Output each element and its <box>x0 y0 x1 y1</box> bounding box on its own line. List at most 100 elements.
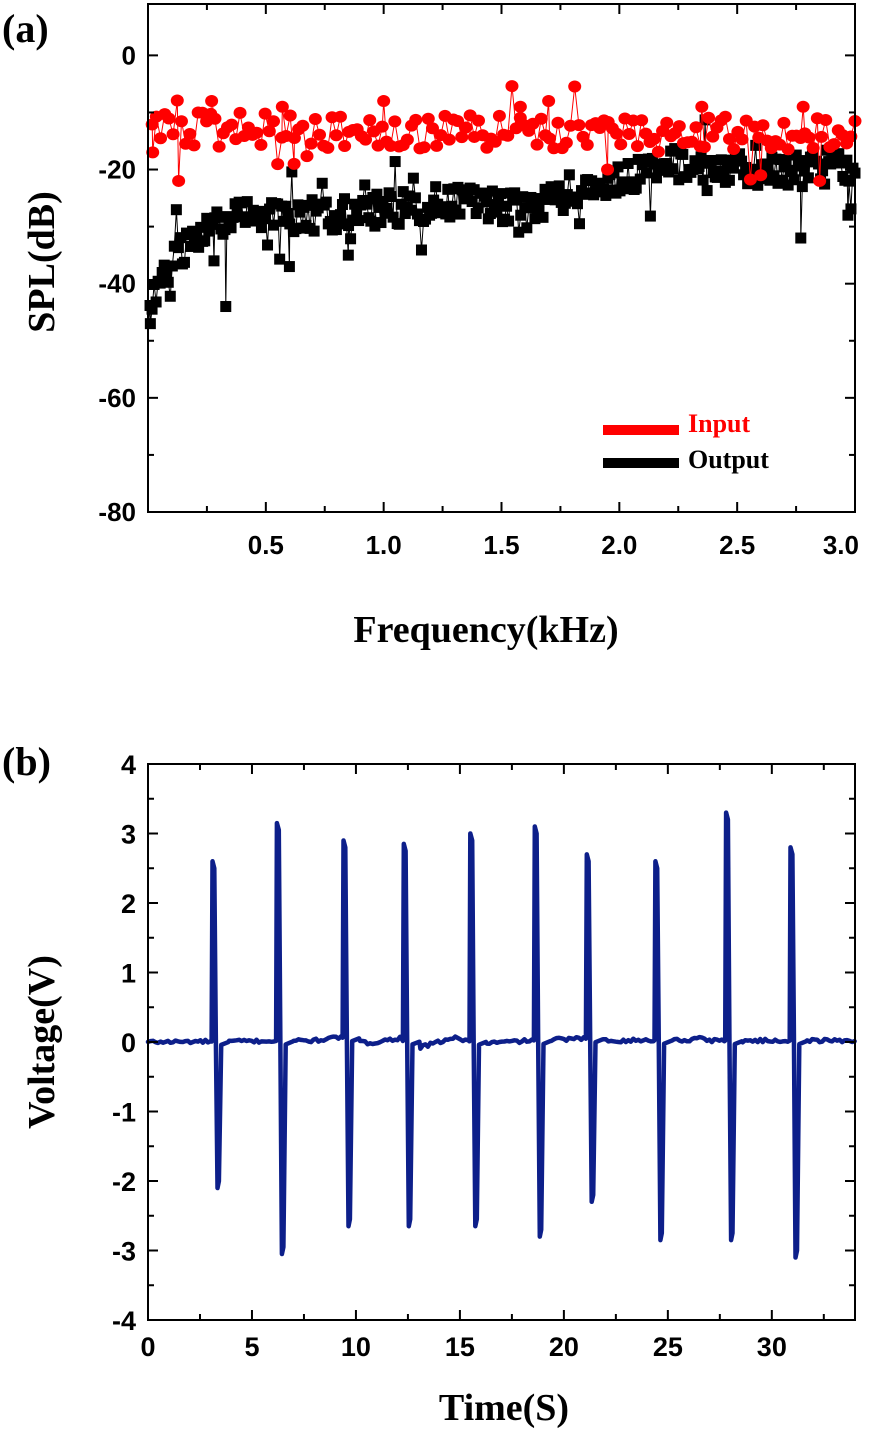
data-point-output <box>361 198 373 210</box>
data-point-input <box>208 112 222 125</box>
data-point-input <box>183 128 197 141</box>
data-point-input <box>689 121 703 134</box>
data-point-output <box>586 175 598 187</box>
data-point-input <box>777 116 791 129</box>
legend-label-output: Output <box>688 445 769 474</box>
data-point-output <box>422 201 434 213</box>
data-point-output <box>786 164 798 176</box>
data-point-output <box>667 163 679 175</box>
y-tick-label-b: -1 <box>112 1098 136 1128</box>
data-point-output <box>734 148 746 160</box>
x-tick-label-a: 3.0 <box>823 530 859 560</box>
data-point-output <box>796 181 808 193</box>
data-point-input <box>672 120 686 133</box>
data-point-output <box>723 174 735 186</box>
data-point-output <box>557 204 569 216</box>
data-point-output <box>673 174 685 186</box>
data-point-output <box>154 277 166 289</box>
data-point-output <box>268 219 280 231</box>
data-point-output <box>661 158 673 170</box>
data-point-output <box>509 187 521 199</box>
data-point-input <box>271 158 285 171</box>
data-point-input <box>187 139 201 152</box>
y-tick-label-a: -80 <box>98 497 136 527</box>
data-point-input <box>313 128 327 141</box>
data-point-output <box>774 154 786 166</box>
data-point-input <box>262 125 276 138</box>
data-point-output <box>302 199 314 211</box>
data-point-input <box>815 130 829 143</box>
data-point-output <box>393 218 405 230</box>
data-point-input <box>308 112 322 125</box>
data-point-output <box>444 211 456 223</box>
data-point-output <box>480 196 492 208</box>
data-point-output <box>432 198 444 210</box>
data-point-output <box>219 224 231 236</box>
data-point-input <box>212 140 226 153</box>
data-point-output <box>533 202 545 214</box>
data-point-output <box>466 196 478 208</box>
data-point-input <box>421 112 435 125</box>
data-point-output <box>316 177 328 189</box>
x-tick-label-a: 0.5 <box>248 530 284 560</box>
data-point-output <box>618 176 630 188</box>
data-point-input <box>459 121 473 134</box>
data-point-input <box>530 138 544 151</box>
data-point-output <box>237 211 249 223</box>
data-point-output <box>290 223 302 235</box>
data-point-output <box>278 215 290 227</box>
data-point-output <box>283 261 295 273</box>
data-point-output <box>790 149 802 161</box>
data-point-output <box>492 196 504 208</box>
data-point-output <box>798 165 810 177</box>
data-point-output <box>833 148 845 160</box>
data-point-output <box>249 215 261 227</box>
data-point-output <box>594 177 606 189</box>
data-point-output <box>415 244 427 256</box>
data-point-output <box>334 209 346 221</box>
data-point-output <box>286 166 298 178</box>
data-point-output <box>191 230 203 242</box>
data-point-output <box>359 179 371 191</box>
data-point-input <box>697 141 711 154</box>
data-point-input <box>283 109 297 122</box>
x-tick-label-b: 15 <box>445 1332 475 1362</box>
data-point-input <box>735 133 749 146</box>
data-point-output <box>646 152 658 164</box>
data-point-input <box>363 114 377 127</box>
data-point-output <box>817 165 829 177</box>
data-point-output <box>768 170 780 182</box>
data-point-output <box>778 161 790 173</box>
data-point-output <box>813 158 825 170</box>
x-tick-label-b: 0 <box>140 1332 155 1362</box>
data-point-output <box>827 148 839 160</box>
data-point-input <box>296 119 310 132</box>
data-point-input <box>660 116 674 129</box>
x-tick-label-b: 30 <box>757 1332 787 1362</box>
legend-label-input: Input <box>688 409 750 438</box>
data-point-output <box>537 211 549 223</box>
data-point-output <box>213 211 225 223</box>
data-point-input <box>722 132 736 145</box>
data-point-output <box>347 214 359 226</box>
y-tick-label-b: 3 <box>121 820 136 850</box>
data-point-output <box>430 181 442 193</box>
data-point-output <box>727 162 739 174</box>
data-point-output <box>292 199 304 211</box>
data-point-output <box>701 185 713 197</box>
data-point-input <box>162 112 176 125</box>
data-point-output <box>715 154 727 166</box>
data-point-output <box>389 156 401 168</box>
data-point-output <box>640 167 652 179</box>
y-axis-label-spl: SPL(dB) <box>21 191 63 332</box>
data-point-output <box>776 174 788 186</box>
data-point-input <box>258 107 272 120</box>
data-point-input <box>580 138 594 151</box>
data-point-input <box>551 116 565 129</box>
data-point-output <box>634 173 646 185</box>
data-point-output <box>845 203 857 215</box>
data-point-output <box>345 233 357 245</box>
data-point-output <box>342 249 354 261</box>
data-point-output <box>274 253 286 265</box>
data-point-output <box>598 183 610 195</box>
